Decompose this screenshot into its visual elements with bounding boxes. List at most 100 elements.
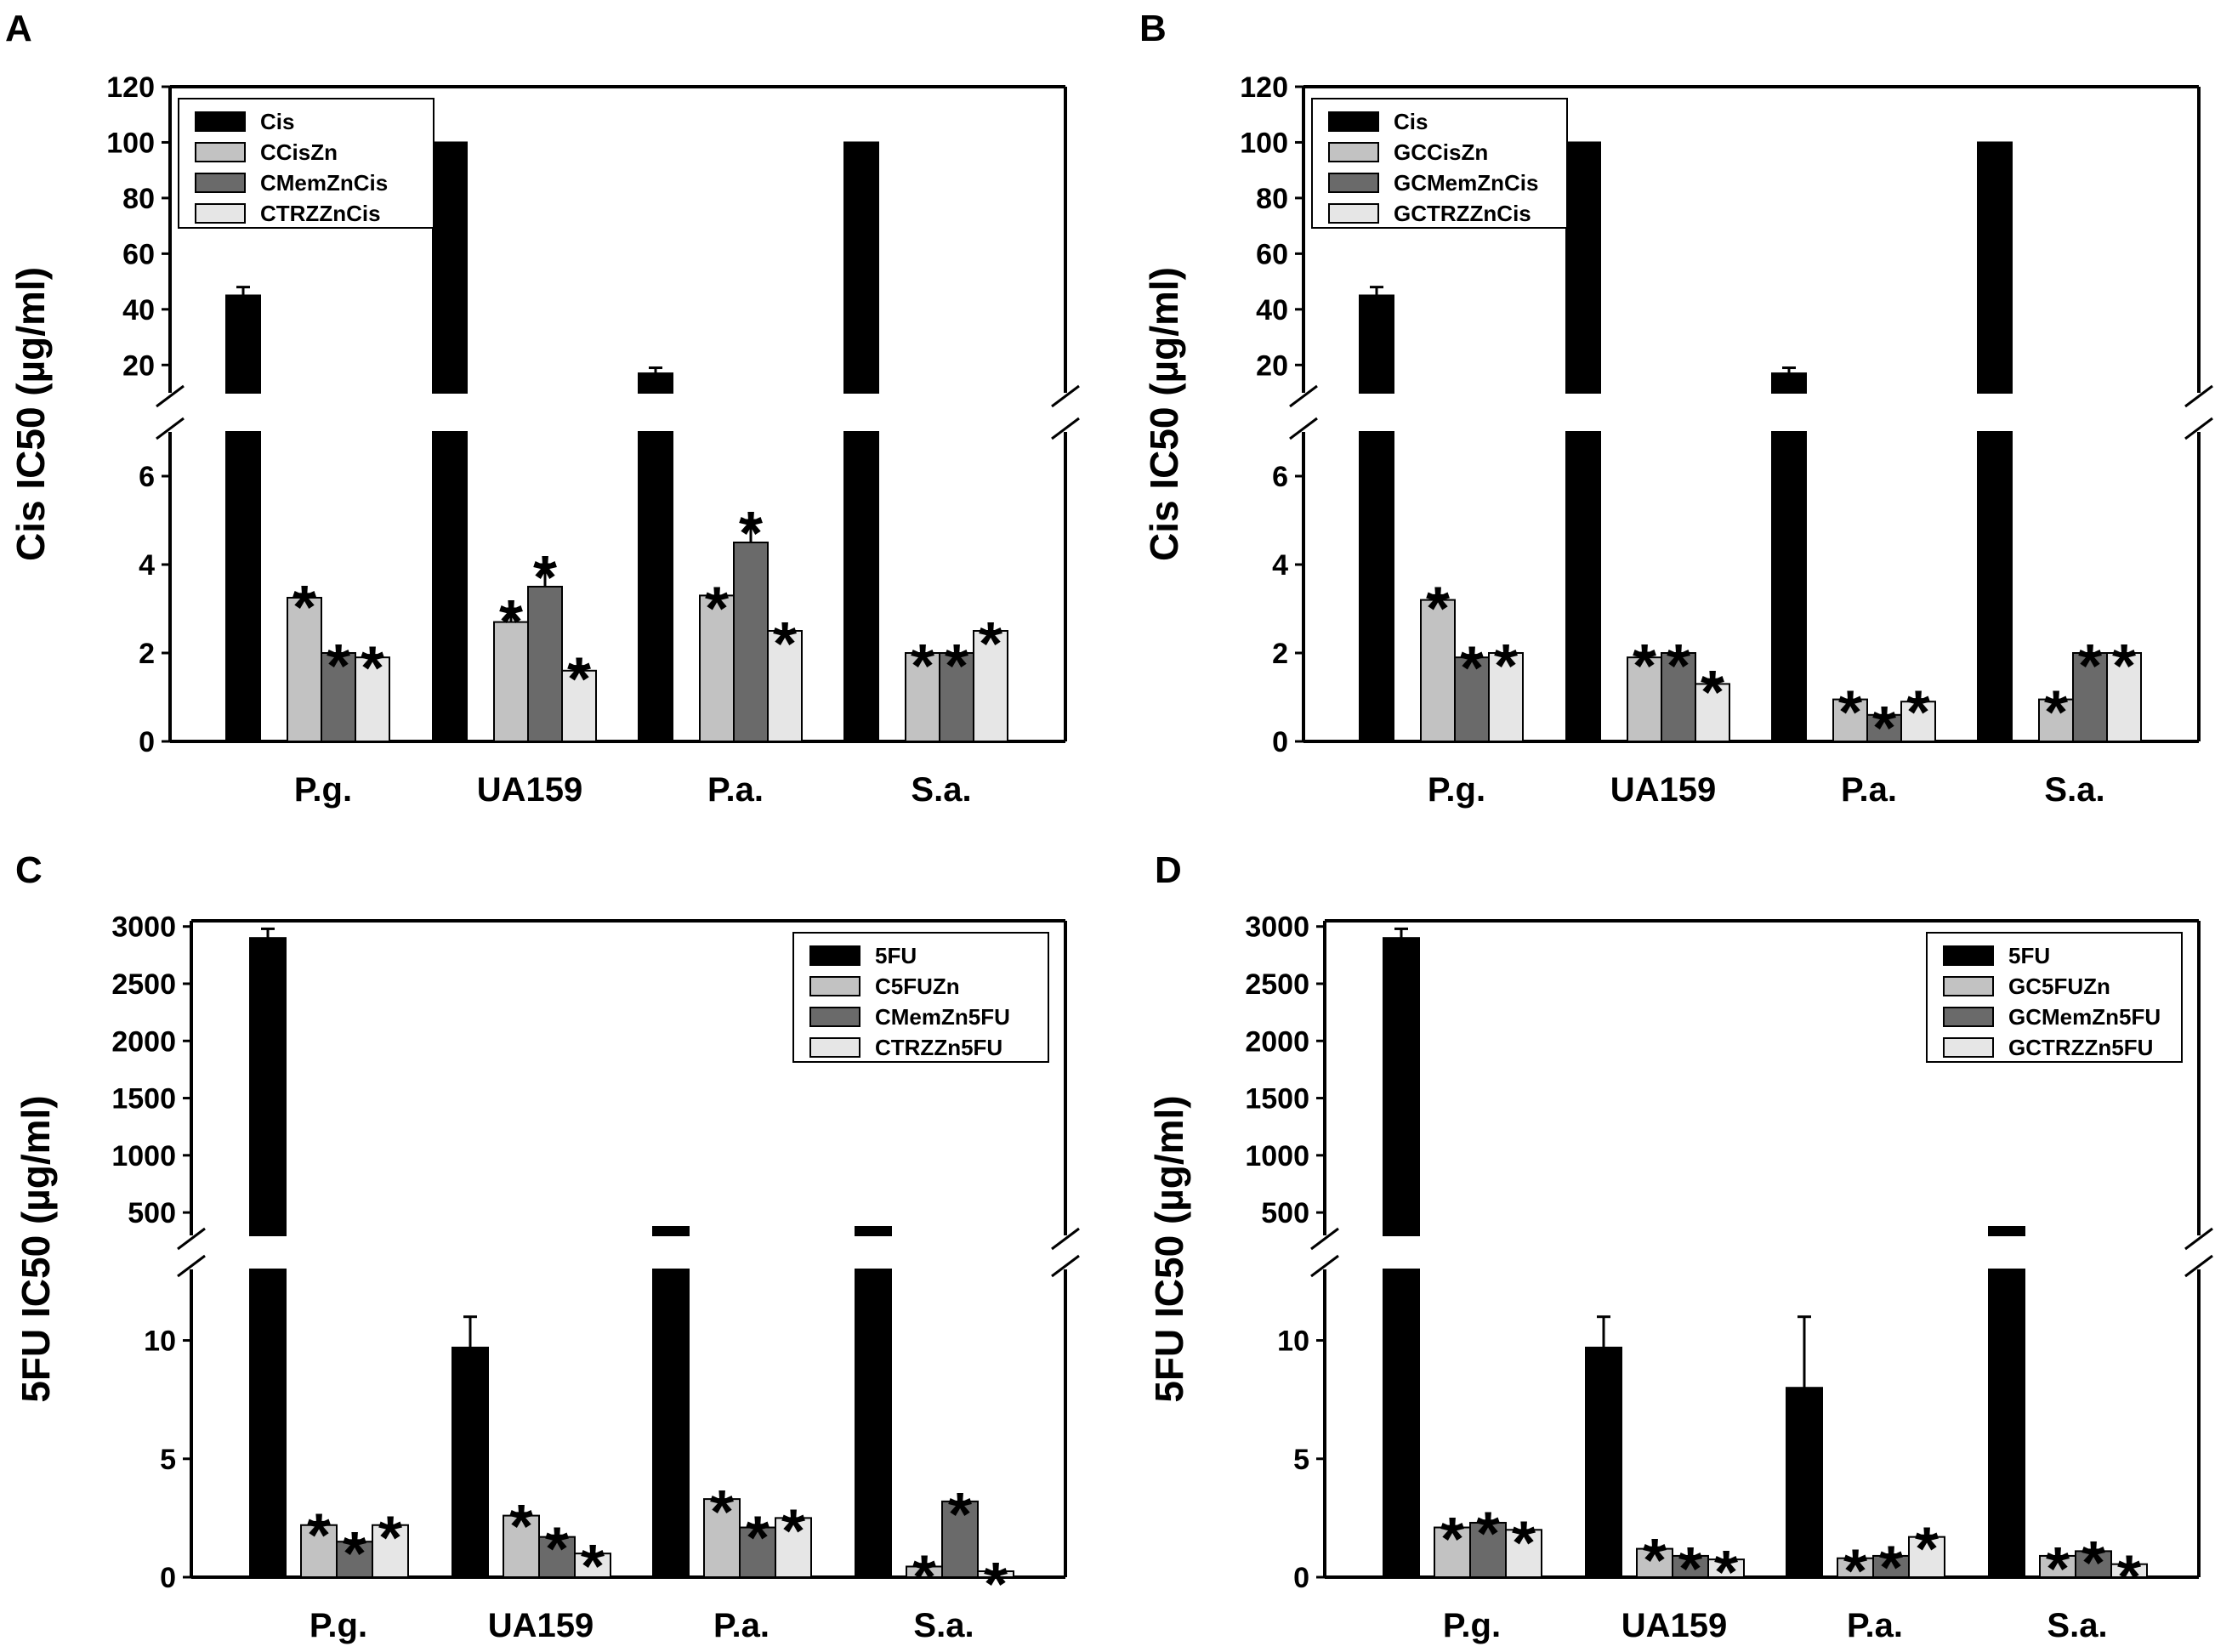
y-tick-label: 0 (160, 1562, 176, 1594)
legend-swatch (809, 945, 860, 966)
significance-star: * (781, 1497, 805, 1565)
legend-label: CMemZnCis (260, 170, 388, 196)
significance-star: * (567, 646, 591, 714)
y-tick-label: 1000 (111, 1140, 176, 1172)
significance-star: * (739, 500, 763, 568)
significance-star: * (945, 633, 968, 701)
y-tick-label: 4 (139, 549, 155, 582)
axis-break-mark (1051, 1227, 1080, 1251)
y-tick-label: 120 (106, 71, 155, 104)
x-category-label: S.a. (913, 1607, 974, 1644)
significance-star: * (1872, 695, 1896, 763)
significance-star: * (1643, 1527, 1667, 1595)
bar-gc5fuzn-sa (2039, 1554, 2076, 1579)
significance-star: * (1701, 659, 1724, 727)
bar-5fu-pg-upper (249, 937, 287, 1236)
legend-swatch (1328, 173, 1379, 193)
bar-cis-ua159-lower (1565, 431, 1601, 742)
bar-cis-pg-lower (225, 431, 261, 742)
y-tick-label: 5 (160, 1444, 176, 1476)
axis-break-mark (2184, 1227, 2213, 1251)
bar-gcmemzn5fu-sa (2075, 1550, 2112, 1579)
bar-cis-ua159-upper (432, 141, 468, 394)
significance-star: * (1633, 633, 1656, 701)
y-tick-label: 0 (1272, 726, 1288, 758)
legend-swatch (1943, 1037, 1994, 1058)
y-tick-label: 4 (1272, 549, 1288, 582)
significance-star: * (327, 633, 350, 701)
legend-label: Cis (260, 109, 294, 134)
legend-label: GC5FUZn (2008, 974, 2110, 999)
significance-star: * (705, 575, 729, 643)
significance-star: * (2112, 633, 2136, 701)
significance-star: * (499, 588, 523, 656)
legend-swatch (195, 142, 246, 162)
panel-d: D 5FU IC50 (µg/ml) 500 1000 1500 2000 2500 3000… (1147, 849, 2213, 1644)
bar-gcmemzn5fu-pa (1872, 1554, 1910, 1579)
y-tick-label: 20 (122, 349, 155, 382)
bar-5fu-pa-lower (652, 1269, 690, 1578)
axis-break-mark (1051, 384, 1080, 408)
bar-5fu-ua159 (1585, 1346, 1622, 1579)
panel-b: B Cis IC50 (µg/ml) 20 40 60 80 100 120 0 2 4 6 P.g. U… (1139, 8, 2213, 809)
significance-star: * (292, 574, 316, 642)
bar-gc5fuzn-pg (1434, 1526, 1471, 1578)
significance-star: * (1667, 633, 1690, 701)
axis-break-mark (177, 1254, 206, 1278)
legend-label: CTRZZnCis (260, 201, 381, 226)
bar-5fu-pa (1786, 1387, 1823, 1578)
y-tick-label: 100 (1240, 127, 1288, 159)
bar-cis-pa-upper (1771, 372, 1807, 395)
significance-star: * (912, 1544, 936, 1612)
y-axis-label: Cis IC50 (µg/ml) (9, 267, 53, 561)
bar-cmemzncis-pg (321, 652, 356, 742)
axis-break-mark (1310, 1227, 1339, 1251)
bar-cciszn-sa (905, 652, 940, 742)
x-category-label: P.g. (1443, 1607, 1501, 1644)
bar-ctrzzn5fu-pg (372, 1524, 409, 1578)
y-tick-label: 2 (1272, 638, 1288, 670)
bar-5fu-sa-lower (855, 1269, 892, 1578)
y-tick-label: 500 (1261, 1197, 1309, 1229)
axis-break-mark (2184, 1254, 2213, 1278)
legend-swatch (809, 1037, 860, 1058)
y-tick-label: 20 (1256, 349, 1288, 382)
y-tick-label: 2500 (111, 968, 176, 1001)
significance-star: * (2117, 1544, 2141, 1612)
axis-break-mark (156, 384, 185, 408)
x-category-label: UA159 (488, 1607, 594, 1644)
bar-cis-ua159-lower (432, 431, 468, 742)
significance-star: * (378, 1505, 402, 1573)
y-tick-label: 2000 (1245, 1025, 1309, 1058)
bar-gcmemzn5fu-pg (1469, 1521, 1507, 1579)
axis-break-mark (156, 417, 185, 440)
bar-ctrzzncis-sa (973, 630, 1008, 742)
y-axis-label: 5FU IC50 (µg/ml) (14, 1095, 58, 1402)
bar-ctrzzn5fu-ua159 (574, 1553, 611, 1578)
significance-star: * (1476, 1501, 1500, 1569)
bar-gctrzzncis-pg (1488, 652, 1524, 742)
y-tick-label: 2500 (1245, 968, 1309, 1001)
bar-c5fuzn-ua159 (503, 1514, 540, 1578)
legend-label: C5FUZn (875, 974, 960, 999)
bar-ctrzzn5fu-sa (977, 1570, 1014, 1578)
x-category-label: P.g. (1428, 771, 1485, 809)
x-category-label: UA159 (1610, 771, 1717, 809)
significance-star: * (1460, 635, 1484, 703)
legend-swatch (1943, 976, 1994, 996)
y-tick-label: 60 (122, 238, 155, 270)
significance-star: * (979, 610, 1002, 678)
significance-star: * (1843, 1538, 1867, 1606)
bar-gctrzzn5fu-sa (2110, 1563, 2148, 1578)
bar-cis-sa-upper (843, 141, 879, 394)
bar-gcmemzn5fu-ua159 (1672, 1554, 1709, 1579)
legend-label: CMemZn5FU (875, 1004, 1010, 1030)
y-tick-label: 1000 (1245, 1140, 1309, 1172)
significance-star: * (948, 1481, 972, 1549)
bar-gcciszn-pg (1420, 599, 1456, 742)
axis-break-mark (177, 1227, 206, 1251)
y-tick-label: 1500 (1245, 1083, 1309, 1116)
bar-gcmemzncis-pg (1454, 656, 1490, 743)
legend-swatch (809, 976, 860, 996)
bar-gcciszn-pa (1832, 698, 1868, 742)
